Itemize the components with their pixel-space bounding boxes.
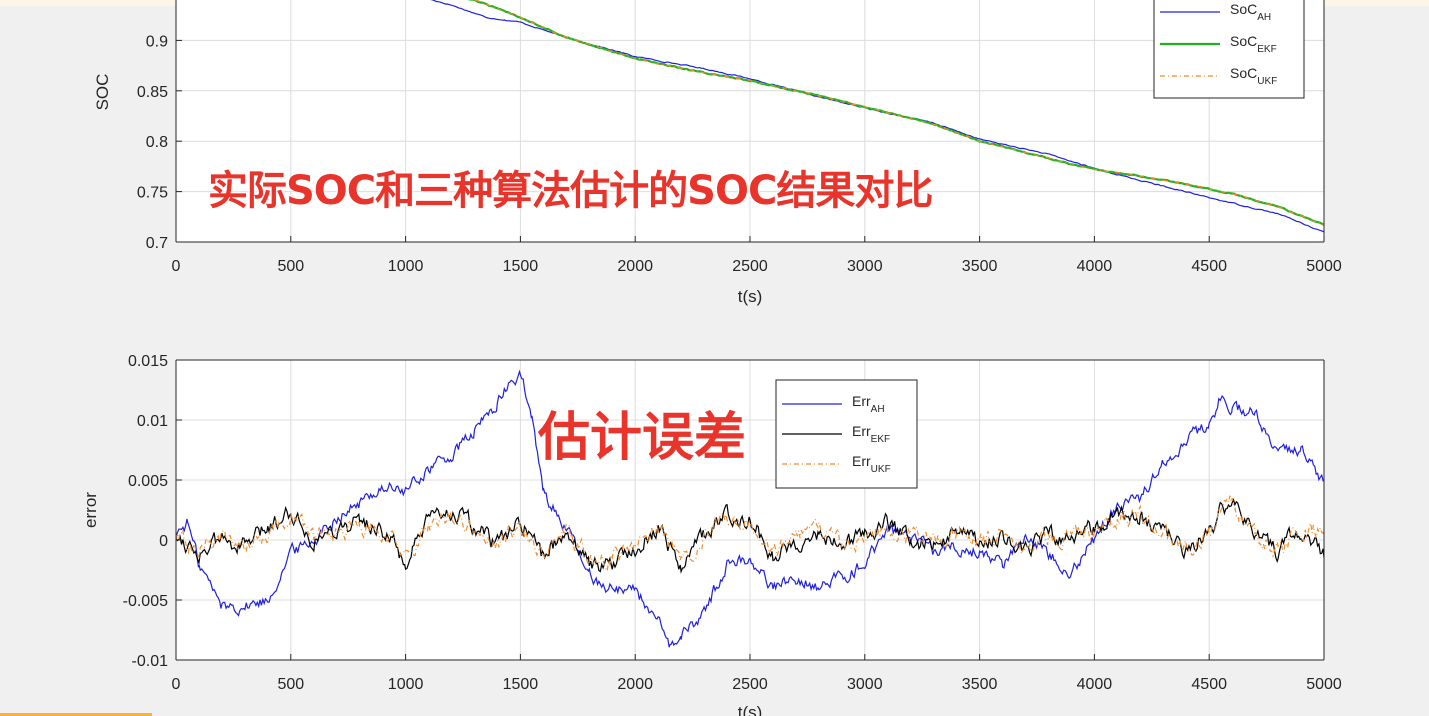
x-tick-label: 2500 xyxy=(732,258,768,275)
legend-entry-subscript: UKF xyxy=(871,464,891,475)
x-tick-label: 0 xyxy=(172,258,181,275)
y-tick-label: 0.75 xyxy=(137,185,168,202)
x-tick-label: 4000 xyxy=(1077,676,1113,693)
x-tick-label: 2500 xyxy=(732,676,768,693)
legend-entry-subscript: UKF xyxy=(1257,76,1277,87)
x-tick-label: 4500 xyxy=(1191,676,1227,693)
series-line-soc-ukf xyxy=(472,0,1324,226)
legend-entry-soc-ah: SoCAH xyxy=(1230,1,1271,23)
x-tick-label: 0 xyxy=(172,676,181,693)
y-tick-label: 0 xyxy=(159,533,168,550)
y-tick-label: 0.01 xyxy=(137,413,168,430)
bottom-tab xyxy=(0,713,152,716)
overlay-title-estimation-error: 估计误差 xyxy=(538,408,747,468)
legend-entry-name: Err xyxy=(852,423,871,439)
y-axis-label: error xyxy=(81,492,100,528)
x-tick-label: 5000 xyxy=(1306,258,1342,275)
x-tick-label: 4500 xyxy=(1191,258,1227,275)
chart-2: 0 500 1000 1500 2000 2500 3000 3500 4000 4500 5000… xyxy=(81,353,1342,716)
chart-1: 0 500 1000 1500 2000 2500 3000 3500 4000 4500 5000… xyxy=(93,0,1342,306)
legend-entry-name: SoC xyxy=(1230,33,1257,49)
legend-entry-name: Err xyxy=(852,453,871,469)
legend-entry-subscript: EKF xyxy=(1257,44,1276,55)
series-line-err-ukf xyxy=(176,495,1324,574)
y-tick-label: 0.005 xyxy=(128,473,168,490)
x-tick-label: 1500 xyxy=(503,676,539,693)
overlay-title-soc-comparison: 实际SOC和三种算法估计的SOC结果对比 xyxy=(208,168,933,214)
y-tick-label: 0.8 xyxy=(146,134,168,151)
y-tick-label: -0.01 xyxy=(132,653,169,670)
legend-entry-soc-ekf: SoCEKF xyxy=(1230,33,1277,55)
legend-box xyxy=(1153,0,1305,99)
x-tick-label: 3000 xyxy=(847,258,883,275)
y-tick-label: 0.9 xyxy=(146,33,168,50)
y-tick-label: 0.7 xyxy=(146,235,168,252)
x-tick-label: 3000 xyxy=(847,676,883,693)
series-line-err-ekf xyxy=(176,497,1324,574)
x-tick-label: 5000 xyxy=(1306,676,1342,693)
y-tick-label: 0.015 xyxy=(128,353,168,370)
legend-entry-soc-ukf: SoCUKF xyxy=(1230,65,1277,87)
x-tick-label: 2000 xyxy=(617,676,653,693)
x-tick-label: 500 xyxy=(277,676,304,693)
x-axis-label: t(s) xyxy=(738,287,763,306)
legend-entry-name: Err xyxy=(852,393,871,409)
x-tick-label: 500 xyxy=(277,258,304,275)
x-tick-label: 1500 xyxy=(503,258,539,275)
x-tick-label: 3500 xyxy=(962,258,998,275)
x-tick-label: 1000 xyxy=(388,676,424,693)
x-tick-label: 2000 xyxy=(617,258,653,275)
legend-entry-subscript: EKF xyxy=(871,434,890,445)
legend-entry-name: SoC xyxy=(1230,1,1257,17)
legend-entry-err-ekf: ErrEKF xyxy=(852,423,890,445)
legend-entry-name: SoC xyxy=(1230,65,1257,81)
series-line-err-ah xyxy=(176,369,1324,648)
series-group xyxy=(176,369,1324,648)
legend-entry-subscript: AH xyxy=(1257,12,1271,23)
x-axis-label: t(s) xyxy=(738,703,763,716)
legend-entry-subscript: AH xyxy=(871,404,885,415)
y-axis-label: SOC xyxy=(93,74,112,111)
legend-entry-err-ukf: ErrUKF xyxy=(852,453,891,475)
x-tick-label: 3500 xyxy=(962,676,998,693)
x-tick-label: 1000 xyxy=(388,258,424,275)
series-group xyxy=(430,0,1324,233)
y-tick-label: 0.85 xyxy=(137,84,168,101)
y-tick-label: -0.005 xyxy=(123,593,168,610)
legend-entry-err-ah: ErrAH xyxy=(852,393,885,415)
x-tick-label: 4000 xyxy=(1077,258,1113,275)
